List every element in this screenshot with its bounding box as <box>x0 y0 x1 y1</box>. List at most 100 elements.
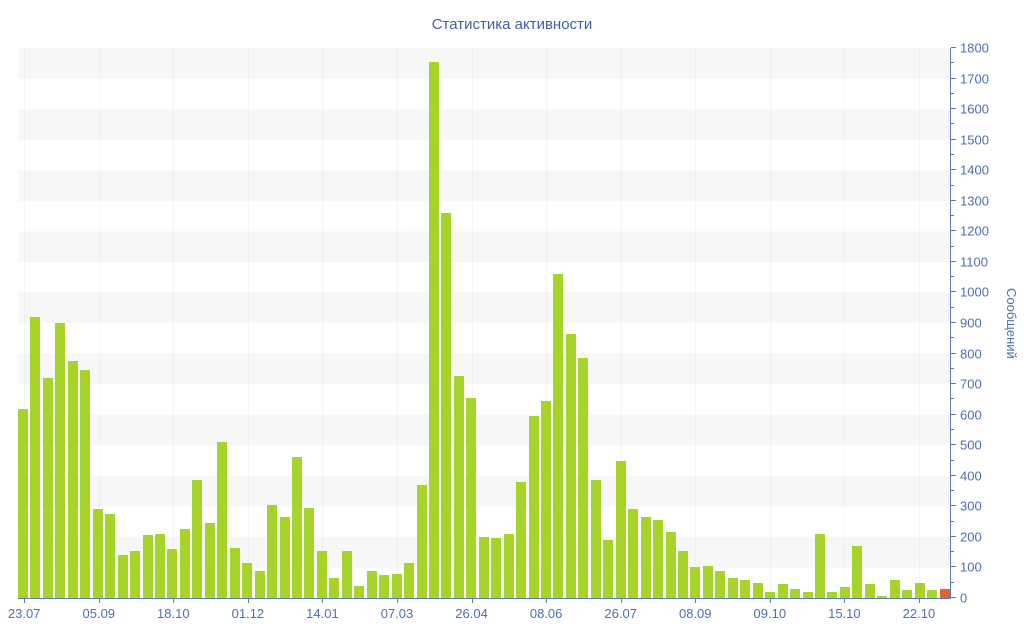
bar[interactable] <box>67 361 78 598</box>
x-axis-tick <box>695 599 697 603</box>
bar[interactable] <box>341 550 352 598</box>
bar[interactable] <box>316 550 327 598</box>
bar[interactable] <box>927 590 938 598</box>
bar[interactable] <box>279 517 290 598</box>
bar[interactable] <box>304 507 315 598</box>
y-axis-minor-tick <box>951 276 954 278</box>
x-axis-tick-label: 22.10 <box>902 606 936 621</box>
bar[interactable] <box>565 333 576 598</box>
bar[interactable] <box>18 408 28 598</box>
bar[interactable] <box>902 590 913 598</box>
bar[interactable] <box>217 442 228 598</box>
bar[interactable] <box>553 274 564 598</box>
bar[interactable] <box>130 550 141 598</box>
bar[interactable] <box>827 591 838 598</box>
bar[interactable] <box>229 547 240 598</box>
bar[interactable] <box>80 370 91 598</box>
bar[interactable] <box>428 61 439 598</box>
vertical-gridline <box>844 48 846 598</box>
bar[interactable] <box>441 213 452 598</box>
bar[interactable] <box>466 397 477 598</box>
bar[interactable] <box>142 535 153 598</box>
bar[interactable] <box>665 532 676 598</box>
y-axis-minor-tick <box>951 215 954 217</box>
y-axis-minor-tick <box>951 398 954 400</box>
bar[interactable] <box>503 533 514 598</box>
bar[interactable] <box>678 550 689 598</box>
bar[interactable] <box>640 517 651 598</box>
bar[interactable] <box>765 591 776 598</box>
y-axis-tick-label: 1100 <box>960 254 988 270</box>
bar[interactable] <box>391 573 402 598</box>
bar[interactable] <box>92 509 103 598</box>
bar[interactable] <box>354 585 365 598</box>
bar[interactable] <box>55 323 66 598</box>
vertical-gridline <box>546 48 548 598</box>
y-axis-minor-tick <box>951 306 954 308</box>
bar[interactable] <box>329 578 340 598</box>
bar[interactable] <box>615 460 626 598</box>
bar[interactable] <box>291 457 302 598</box>
y-axis-major-tick <box>951 383 956 385</box>
x-axis-tick-label: 26.07 <box>604 606 637 621</box>
bar[interactable] <box>192 480 203 598</box>
bar[interactable] <box>42 378 53 598</box>
bar-current-period[interactable] <box>939 588 950 598</box>
bar[interactable] <box>777 584 788 598</box>
bar[interactable] <box>839 587 850 598</box>
bar[interactable] <box>267 504 278 598</box>
bar[interactable] <box>790 588 801 598</box>
y-axis-tick-label: 1800 <box>960 40 989 56</box>
bar[interactable] <box>864 584 875 598</box>
bar[interactable] <box>852 546 863 598</box>
bar[interactable] <box>154 533 165 598</box>
vertical-gridline <box>247 48 249 598</box>
bar[interactable] <box>30 316 41 598</box>
bar[interactable] <box>653 520 664 598</box>
bar[interactable] <box>715 570 726 598</box>
bar[interactable] <box>242 562 253 598</box>
x-axis-tick-label: 05.09 <box>82 606 116 621</box>
bar[interactable] <box>491 538 502 598</box>
bar[interactable] <box>254 570 265 598</box>
bar[interactable] <box>379 575 390 598</box>
y-axis-minor-tick <box>951 245 954 247</box>
x-axis-tick <box>918 599 920 603</box>
bar[interactable] <box>117 555 128 598</box>
bar[interactable] <box>167 549 178 598</box>
bar[interactable] <box>889 579 900 598</box>
bar[interactable] <box>416 484 427 598</box>
bar[interactable] <box>702 565 713 598</box>
bar[interactable] <box>404 562 415 598</box>
bar[interactable] <box>590 480 601 598</box>
bar[interactable] <box>914 582 925 598</box>
bar[interactable] <box>105 513 116 598</box>
bar[interactable] <box>628 509 639 598</box>
bar[interactable] <box>478 536 489 598</box>
y-axis-tick-label: 600 <box>960 407 982 423</box>
bar[interactable] <box>578 358 589 598</box>
vertical-gridline <box>918 48 920 598</box>
x-axis-tick <box>397 599 398 603</box>
bar[interactable] <box>727 578 738 598</box>
y-axis-major-tick <box>951 535 956 537</box>
x-axis-tick <box>173 599 175 603</box>
bar[interactable] <box>877 596 888 598</box>
bar[interactable] <box>204 523 215 598</box>
bar[interactable] <box>528 416 539 598</box>
x-axis-tick <box>322 599 324 603</box>
bar[interactable] <box>366 570 377 598</box>
vertical-gridline <box>397 48 398 598</box>
bar[interactable] <box>603 539 614 598</box>
bar[interactable] <box>802 591 813 598</box>
y-axis-major-tick <box>951 291 956 293</box>
bar[interactable] <box>752 582 763 598</box>
y-axis-major-tick <box>951 413 956 415</box>
bar[interactable] <box>516 481 527 598</box>
bar[interactable] <box>179 529 190 598</box>
bar[interactable] <box>740 579 751 598</box>
bar[interactable] <box>690 567 701 598</box>
bar[interactable] <box>815 533 825 598</box>
bar[interactable] <box>453 376 464 598</box>
bar[interactable] <box>541 400 552 598</box>
